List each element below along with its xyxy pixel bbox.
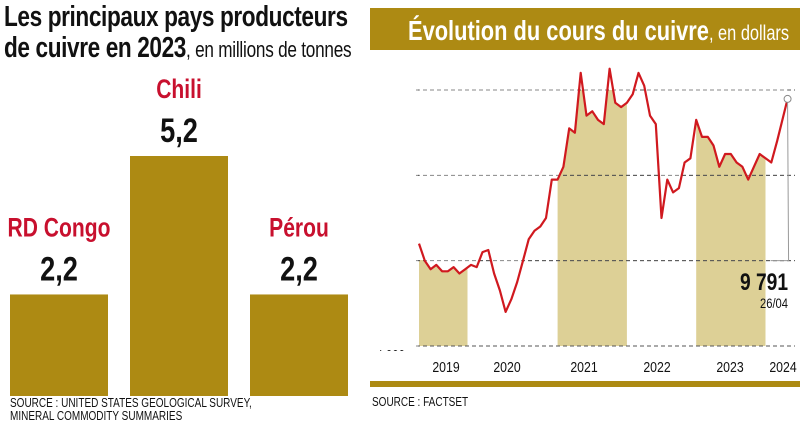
x-tick-label: 2020 [493,359,521,375]
line-chart-title: Évolution du cours du cuivre [408,15,709,46]
bar-category-label: Chili [156,75,202,105]
bar-1 [130,156,228,396]
callout-leader [770,102,790,262]
bar-chart-subtitle: , en millions de tonnes [185,37,352,62]
source-text: SOURCE : FACTSET [372,395,469,409]
source-line-2: MINERAL COMMODITY SUMMARIES [10,409,183,423]
x-tick-label: 2021 [570,359,597,375]
last-value-label: 9 791 [740,268,788,296]
last-point-marker [783,94,792,103]
left-mask [370,60,418,350]
bar-value-label: 2,2 [40,250,78,289]
bar-2 [250,294,348,396]
last-date-label: 26/04 [760,296,788,311]
bar-category-label: Pérou [269,213,329,243]
line-chart-subtitle: , en dollars [708,22,790,45]
x-tick-label: 2023 [716,359,744,375]
title-line-2: de cuivre en 2023 [4,32,186,64]
bar-chart-source: SOURCE : UNITED STATES GEOLOGICAL SURVEY… [10,397,312,423]
source-line-1: SOURCE : UNITED STATES GEOLOGICAL SURVEY… [10,396,252,410]
bar-value-label: 5,2 [160,111,198,150]
footer-rule [370,381,800,387]
price-line [417,67,789,313]
bar-category-label: RD Congo [8,213,111,243]
x-tick-label: 2024 [769,359,797,375]
bar-value-label: 2,2 [280,250,318,289]
x-tick-label: 2019 [432,359,459,375]
line-chart-header: Évolution du cours du cuivre, en dollars [370,8,800,50]
title-line-1: Les principaux pays producteurs [4,1,348,33]
line-chart-source: SOURCE : FACTSET [372,396,492,409]
bar-chart-title: Les principaux pays producteurs de cuivr… [4,2,444,65]
bar-0 [10,294,108,396]
x-tick-label: 2022 [643,359,670,375]
